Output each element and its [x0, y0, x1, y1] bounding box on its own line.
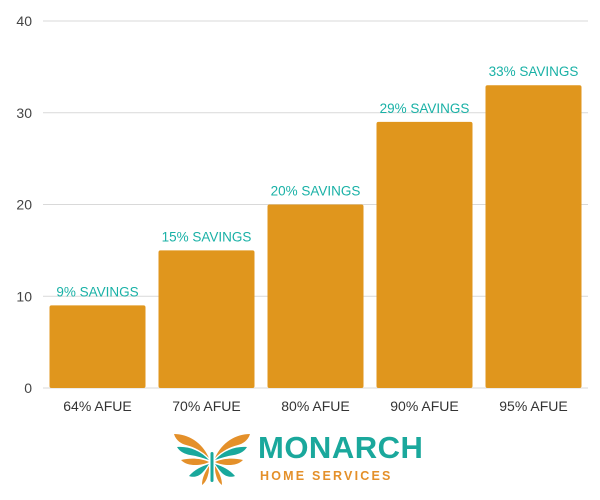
x-tick-label: 64% AFUE [63, 398, 131, 414]
x-tick-label: 70% AFUE [172, 398, 240, 414]
bar-data-label: 20% SAVINGS [271, 184, 361, 199]
butterfly-icon [174, 434, 250, 485]
bar [376, 121, 473, 389]
data-labels: 9% SAVINGS 15% SAVINGS 20% SAVINGS 29% SAVI… [56, 64, 578, 299]
logo-tagline: HOME SERVICES [260, 469, 393, 483]
x-axis: 64% AFUE 70% AFUE 80% AFUE 90% AFUE 95% AFUE [63, 398, 567, 414]
y-axis: 0 10 20 30 40 [16, 13, 32, 396]
bar-data-label: 33% SAVINGS [489, 64, 579, 79]
x-tick-label: 90% AFUE [390, 398, 458, 414]
y-tick-label: 20 [16, 197, 32, 213]
bar-data-label: 15% SAVINGS [162, 229, 252, 244]
bar-data-label: 9% SAVINGS [56, 284, 138, 299]
y-tick-label: 40 [16, 13, 32, 29]
y-tick-label: 30 [16, 105, 32, 121]
y-tick-label: 0 [24, 380, 32, 396]
x-tick-label: 80% AFUE [281, 398, 349, 414]
logo-name: MONARCH [258, 430, 423, 465]
bar [49, 305, 146, 388]
bar [158, 250, 255, 388]
bar-chart: 0 10 20 30 40 9% SAVINGS 15% SAVINGS 20% SAVIN… [16, 13, 588, 414]
company-logo: MONARCH HOME SERVICES [174, 430, 423, 485]
bar-data-label: 29% SAVINGS [380, 101, 470, 116]
x-tick-label: 95% AFUE [499, 398, 567, 414]
bar [267, 204, 364, 388]
bars [49, 85, 582, 389]
bar [485, 85, 582, 388]
y-tick-label: 10 [16, 288, 32, 304]
